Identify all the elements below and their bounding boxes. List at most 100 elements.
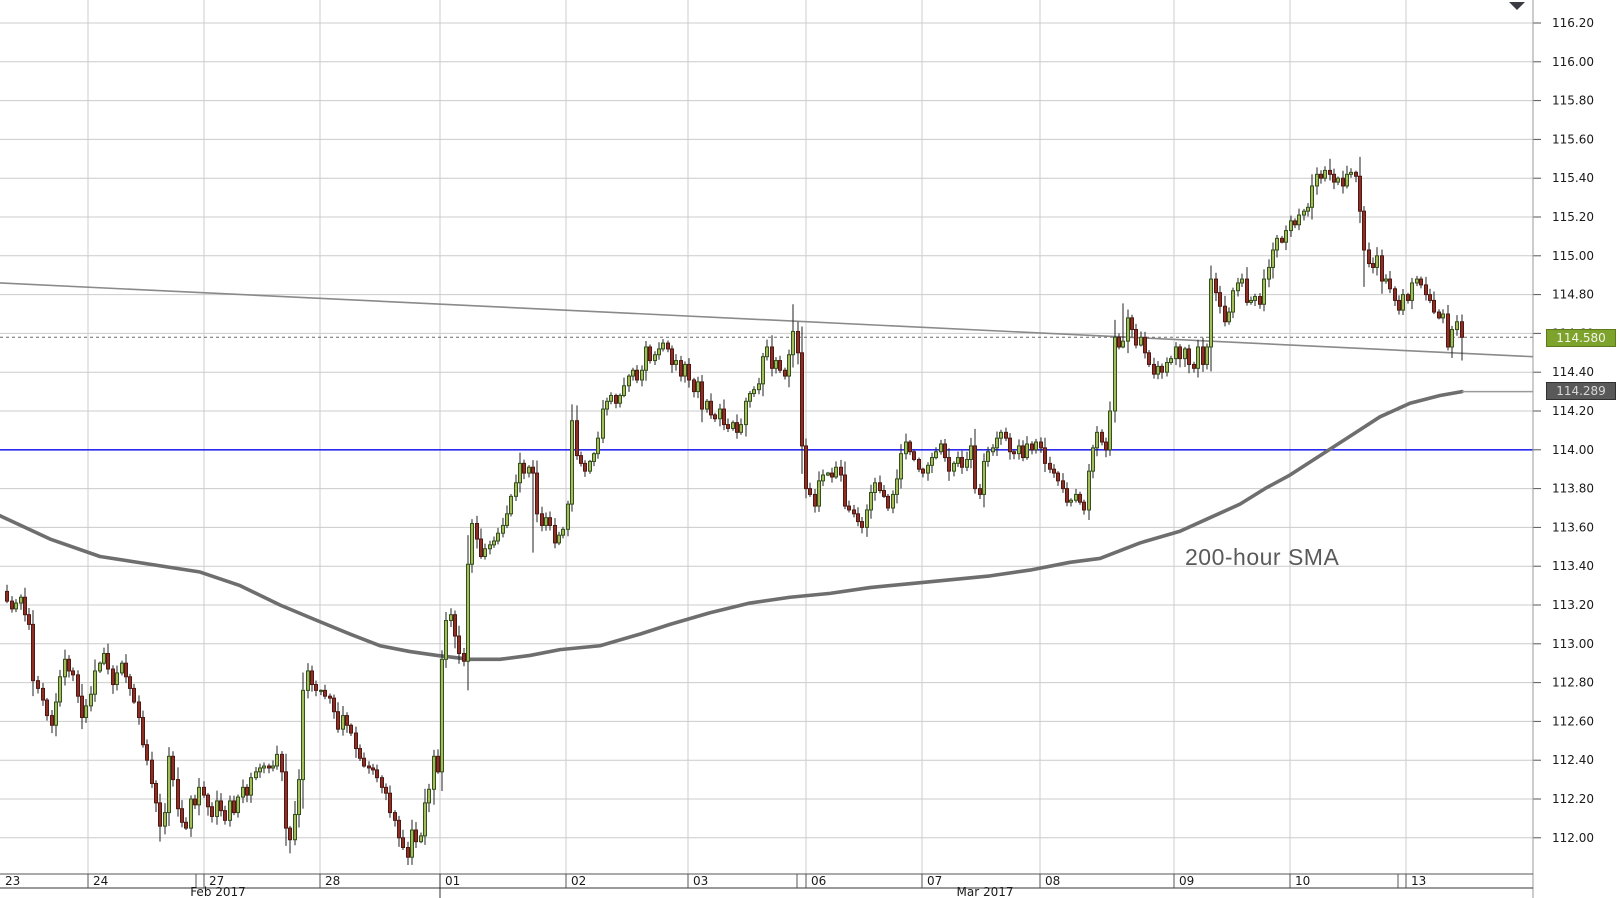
candle-bull [826,472,830,476]
candle-bear [1160,365,1164,373]
candle-bear [1039,441,1043,449]
day-label: 13 [1411,874,1426,888]
candle-bull [1310,185,1314,208]
candle-bull [1174,346,1178,360]
candle-bear [839,466,843,476]
candle-bull [705,400,709,410]
candle-bull [661,342,665,350]
candle-bull [657,348,661,356]
collapse-chart-arrow-icon[interactable] [1509,2,1525,10]
candle-bull [1450,329,1454,348]
candle-bear [1078,493,1082,503]
candle-bull [752,389,756,395]
trendline [0,282,1534,358]
candle-bull [791,330,795,356]
candle-bull [899,453,903,480]
candle-bull [739,424,743,433]
candle-bull [596,437,600,455]
candle-bear [1367,249,1371,265]
candle-bear [1397,299,1401,311]
candle-bull [834,466,838,478]
candle-bull [163,812,167,827]
day-label: 07 [927,874,942,888]
candle-bear [210,806,214,817]
day-label: 28 [325,874,340,888]
candle-bear [943,443,947,459]
candle-bear [137,701,141,719]
candle-bull [427,788,431,804]
candle-bull [999,431,1003,439]
candle-bull [718,408,722,420]
candle-bull [167,755,171,814]
candle-bull [492,540,496,546]
candle-bear [1341,177,1345,187]
candle-bull [1091,447,1095,472]
candle-bull [817,480,821,507]
price-tick-label: 113.00 [1552,637,1594,651]
candle-bear [328,695,332,699]
candle-bear [1012,451,1016,455]
candle-bear [878,482,882,492]
candle-bear [778,360,782,371]
candle-bear [323,689,327,697]
candle-bull [89,693,93,707]
candle-bull [1209,278,1213,348]
candle-bear [457,635,461,654]
candle-bear [245,786,249,796]
candle-bull [1121,340,1125,348]
candle-bull [561,528,565,536]
candle-bull [748,393,752,402]
candle-bear [280,753,284,773]
candle-bull [696,381,700,393]
candle-bear [1056,472,1060,482]
candle-bear [128,676,132,689]
candle-bear [284,771,288,829]
candle-bull [1156,365,1160,375]
price-tick-label: 116.20 [1552,16,1594,30]
candle-bear [947,457,951,472]
candle-bear [1117,336,1121,348]
candle-bull [1236,282,1240,292]
candle-bear [882,490,886,497]
candle-bull [98,662,102,672]
candle-bull [627,375,631,387]
price-tick-label: 112.40 [1552,753,1594,767]
candle-bear [1065,488,1069,503]
candle-bull [765,346,769,358]
candle-bull [774,360,778,369]
candle-bull [1262,278,1266,305]
candle-bull [895,478,899,495]
candle-bear [1293,220,1297,226]
candle-bull [570,420,574,505]
candle-bear [804,445,808,490]
candle-bear [648,346,652,362]
candle-bear [1419,278,1423,286]
candle-bull [293,814,297,841]
candle-bull [262,765,266,769]
candle-bull [120,662,124,674]
candle-bull [1025,443,1029,459]
candle-bear [1446,313,1450,348]
candle-bear [1134,329,1138,346]
candle-bull [1271,249,1275,268]
candle-bull [873,482,877,493]
candle-bull [821,474,825,482]
candle-bull [566,503,570,530]
candle-bull [544,517,548,526]
candle-bull [1074,493,1078,501]
candle-bull [930,457,934,466]
candle-bear [670,348,674,365]
candle-bear [531,466,535,474]
candle-bear [713,414,717,420]
candle-bull [1302,210,1306,216]
candle-bear [479,538,483,557]
candle-bear [345,715,349,726]
candle-bull [1087,470,1091,511]
candle-bear [709,400,713,416]
price-tick-label: 115.00 [1552,249,1594,263]
candle-bull [102,653,106,664]
candle-bull [1455,321,1459,331]
candle-bear [535,472,539,515]
